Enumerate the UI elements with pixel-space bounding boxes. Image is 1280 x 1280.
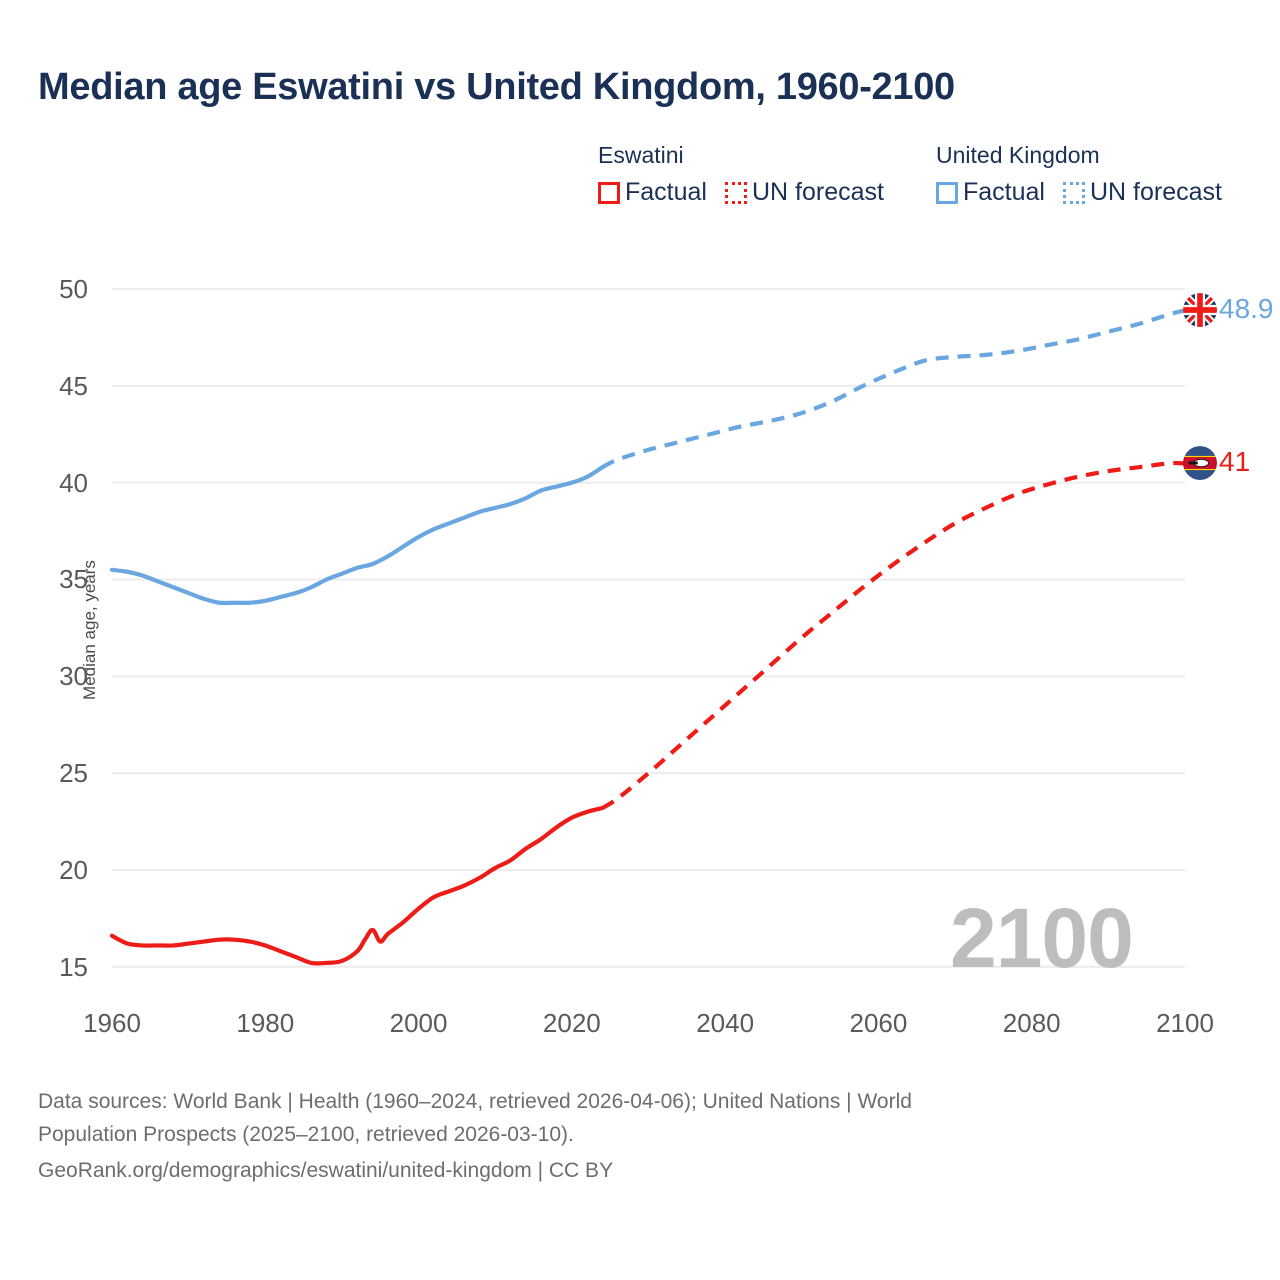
footer-line-2: Population Prospects (2025–2100, retriev… [38,1122,574,1146]
legend-group-united-kingdom: United Kingdom Factual UN forecast [936,142,1240,207]
legend-item-eswatini-factual[interactable]: Factual [598,178,707,207]
legend-group-eswatini: Eswatini Factual UN forecast [598,142,902,207]
end-label-united-kingdom: 48.9 [1219,293,1274,325]
legend-item-eswatini-forecast[interactable]: UN forecast [724,178,884,207]
y-tick-label: 25 [59,758,88,789]
gridlines [112,288,1185,968]
footer-line-1: Data sources: World Bank | Health (1960–… [38,1090,912,1113]
legend-item-uk-forecast[interactable]: UN forecast [1062,178,1222,207]
y-tick-label: 20 [59,854,88,885]
y-axis-title: Median age, years [80,560,99,700]
series-eswatini [109,460,1186,966]
x-tick-label: 2100 [1156,1008,1214,1038]
series-united-kingdom [109,308,1186,606]
legend-swatch-dotted-icon [724,181,747,204]
legend-group-title: United Kingdom [936,142,1100,168]
y-tick-label: 30 [59,661,88,692]
x-tick-label: 2020 [542,1008,601,1038]
x-tick-label: 2000 [389,1008,448,1038]
line-factual [109,465,605,606]
legend-swatch-dotted-icon [1062,181,1085,204]
flag-eswatini-icon [1183,446,1217,481]
legend-group-title: Eswatini [598,142,684,168]
x-tick-label: 2080 [1002,1008,1061,1038]
x-tick-label: 2040 [696,1008,755,1038]
x-tick-label: 2060 [849,1008,908,1038]
x-tick-label: 1960 [83,1008,141,1038]
legend-swatch-solid-icon [598,181,620,204]
legend-item-label: Factual [963,178,1045,206]
year-watermark: 2100 [950,891,1134,985]
legend-item-label: UN forecast [1089,178,1222,206]
legend-item-label: Factual [625,178,707,206]
y-tick-label: 15 [59,951,88,982]
legend-item-uk-factual[interactable]: Factual [936,178,1045,207]
y-tick-label: 35 [59,564,88,595]
chart-legend: Eswatini Factual UN forecast United King… [598,142,1258,222]
line-forecast [601,460,1186,810]
legend-item-label: UN forecast [751,178,884,206]
footer-line-3[interactable]: GeoRank.org/demographics/eswatini/united… [38,1159,614,1183]
line-factual [109,805,605,966]
y-tick-label: 45 [59,370,88,401]
y-tick-label: 50 [59,274,88,305]
page-title: Median age Eswatini vs United Kingdom, 1… [38,66,955,108]
flag-united-kingdom-icon [1183,293,1217,328]
end-label-eswatini: 41 [1219,446,1251,478]
legend-swatch-solid-icon [936,181,958,204]
x-tick-label: 1980 [236,1008,295,1038]
footer-sources: Data sources: World Bank | Health (1960–… [38,1086,1178,1188]
y-tick-label: 40 [59,467,88,498]
line-forecast [601,308,1186,470]
